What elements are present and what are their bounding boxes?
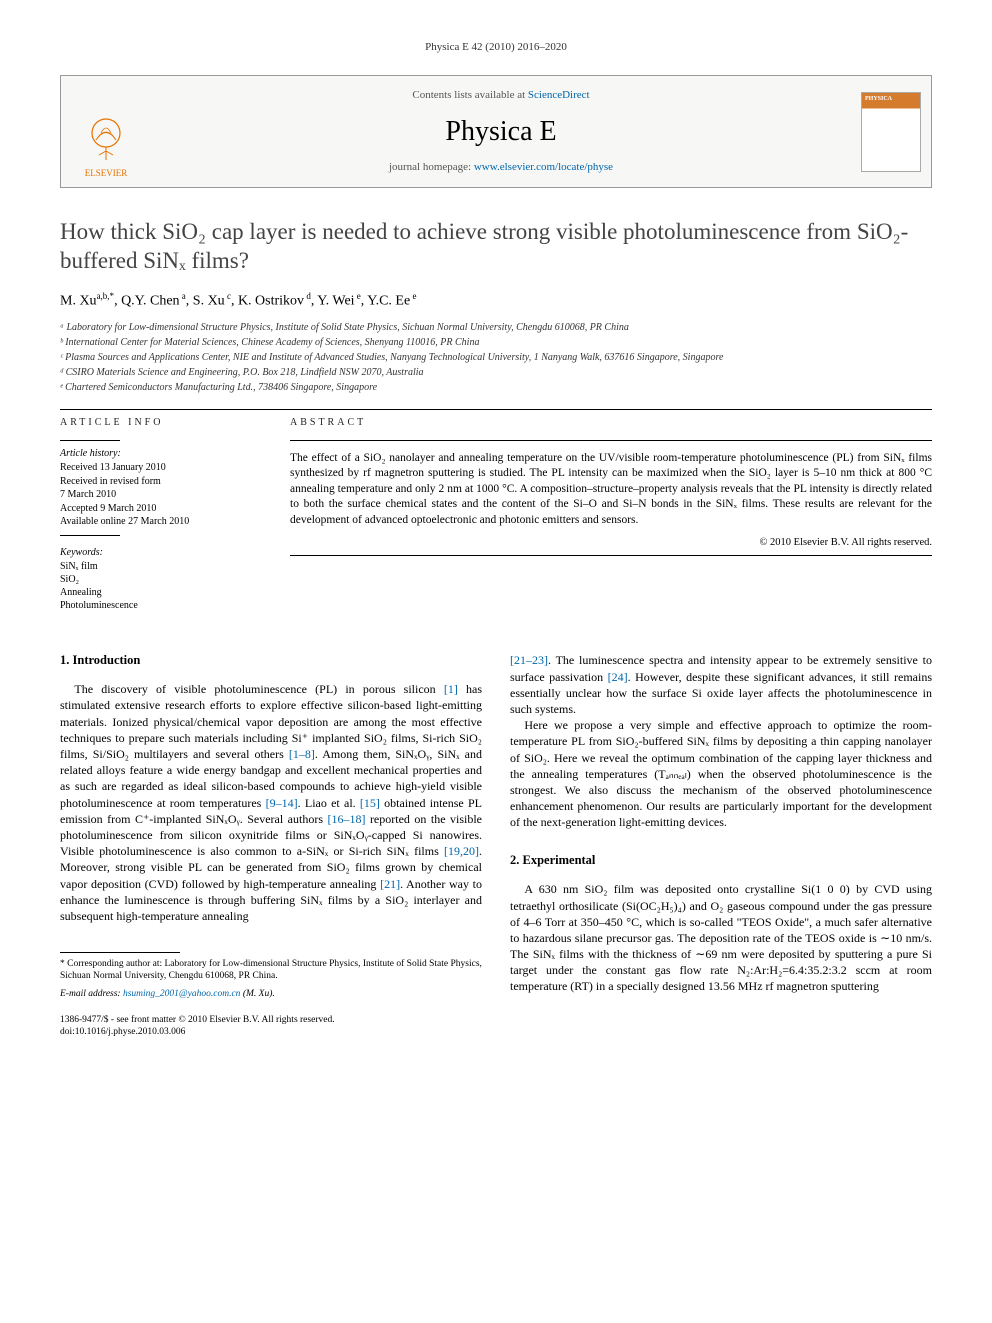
- publisher-name: ELSEVIER: [85, 169, 128, 179]
- history-item: Accepted 9 March 2010: [60, 502, 260, 516]
- divider-rule: [60, 535, 120, 536]
- citation-link[interactable]: [9–14]: [266, 796, 298, 810]
- history-item: 7 March 2010: [60, 488, 260, 502]
- running-header: Physica E 42 (2010) 2016–2020: [60, 40, 932, 55]
- journal-cover-thumbnail: [861, 92, 921, 172]
- affiliation-item: ᵈ CSIRO Materials Science and Engineerin…: [60, 366, 932, 380]
- divider-rule: [290, 555, 932, 556]
- footnote-separator: [60, 952, 180, 953]
- divider-rule: [60, 440, 120, 441]
- citation-link[interactable]: [16–18]: [327, 812, 365, 826]
- banner-center: Contents lists available at ScienceDirec…: [151, 76, 851, 187]
- citation-link[interactable]: [1–8]: [289, 747, 315, 761]
- keywords-label: Keywords:: [60, 546, 260, 560]
- affiliation-item: ᵃ Laboratory for Low-dimensional Structu…: [60, 321, 932, 335]
- front-matter-line: 1386-9477/$ - see front matter © 2010 El…: [60, 1014, 482, 1026]
- cover-thumb-wrap: [851, 76, 931, 187]
- citation-link[interactable]: [24]: [608, 670, 628, 684]
- abstract-block: ABSTRACT The effect of a SiO₂ nanolayer …: [290, 416, 932, 612]
- abstract-copyright: © 2010 Elsevier B.V. All rights reserved…: [290, 536, 932, 550]
- article-title: How thick SiO₂ cap layer is needed to ac…: [60, 218, 932, 276]
- keyword-item: SiO₂: [60, 573, 260, 586]
- email-who: (M. Xu).: [240, 989, 274, 999]
- keyword-item: Photoluminescence: [60, 599, 260, 612]
- publisher-logo-block: ELSEVIER: [61, 76, 151, 187]
- affiliation-item: ᵉ Chartered Semiconductors Manufacturing…: [60, 381, 932, 395]
- abstract-text: The effect of a SiO₂ nanolayer and annea…: [290, 451, 932, 529]
- history-label: Article history:: [60, 447, 260, 461]
- column-left: 1. Introduction The discovery of visible…: [60, 652, 482, 1038]
- history-item: Received 13 January 2010: [60, 461, 260, 475]
- homepage-line: journal homepage: www.elsevier.com/locat…: [389, 160, 613, 175]
- history-item: Available online 27 March 2010: [60, 515, 260, 529]
- body-paragraph: A 630 nm SiO₂ film was deposited onto cr…: [510, 881, 932, 994]
- sciencedirect-link[interactable]: ScienceDirect: [528, 89, 590, 101]
- article-info-heading: ARTICLE INFO: [60, 416, 260, 430]
- doi-line: doi:10.1016/j.physe.2010.03.006: [60, 1026, 482, 1038]
- affiliation-item: ᵇ International Center for Material Scie…: [60, 336, 932, 350]
- divider-rule: [290, 440, 932, 441]
- homepage-pre: journal homepage:: [389, 161, 474, 173]
- homepage-link[interactable]: www.elsevier.com/locate/physe: [474, 161, 613, 173]
- corresponding-author-footnote: * Corresponding author at: Laboratory fo…: [60, 958, 482, 983]
- contents-available-line: Contents lists available at ScienceDirec…: [412, 88, 589, 103]
- citation-link[interactable]: [1]: [444, 682, 458, 696]
- keyword-item: Annealing: [60, 586, 260, 599]
- history-item: Received in revised form: [60, 475, 260, 489]
- author-list: M. Xua,b,*, Q.Y. Chen a, S. Xu c, K. Ost…: [60, 290, 932, 312]
- keyword-item: SiNₓ film: [60, 560, 260, 573]
- journal-banner: ELSEVIER Contents lists available at Sci…: [60, 75, 932, 188]
- body-paragraph: [21–23]. The luminescence spectra and in…: [510, 652, 932, 717]
- affiliation-list: ᵃ Laboratory for Low-dimensional Structu…: [60, 321, 932, 395]
- body-paragraph: The discovery of visible photoluminescen…: [60, 681, 482, 924]
- column-right: [21–23]. The luminescence spectra and in…: [510, 652, 932, 1038]
- citation-link[interactable]: [21–23]: [510, 653, 548, 667]
- contents-pre: Contents lists available at: [412, 89, 527, 101]
- citation-link[interactable]: [21]: [380, 877, 400, 891]
- citation-link[interactable]: [15]: [360, 796, 380, 810]
- author-email-link[interactable]: hsuming_2001@yahoo.com.cn: [123, 989, 240, 999]
- body-columns: 1. Introduction The discovery of visible…: [60, 652, 932, 1038]
- abstract-heading: ABSTRACT: [290, 416, 932, 430]
- divider-rule: [60, 409, 932, 410]
- section-heading-intro: 1. Introduction: [60, 652, 482, 669]
- section-heading-experimental: 2. Experimental: [510, 852, 932, 869]
- info-abstract-row: ARTICLE INFO Article history: Received 1…: [60, 416, 932, 612]
- email-label: E-mail address:: [60, 989, 123, 999]
- affiliation-item: ᶜ Plasma Sources and Applications Center…: [60, 351, 932, 365]
- journal-name: Physica E: [445, 113, 556, 151]
- elsevier-tree-icon: [81, 115, 131, 165]
- article-info-block: ARTICLE INFO Article history: Received 1…: [60, 416, 260, 612]
- citation-link[interactable]: [19,20]: [444, 844, 479, 858]
- email-footnote: E-mail address: hsuming_2001@yahoo.com.c…: [60, 988, 482, 1000]
- body-paragraph: Here we propose a very simple and effect…: [510, 717, 932, 830]
